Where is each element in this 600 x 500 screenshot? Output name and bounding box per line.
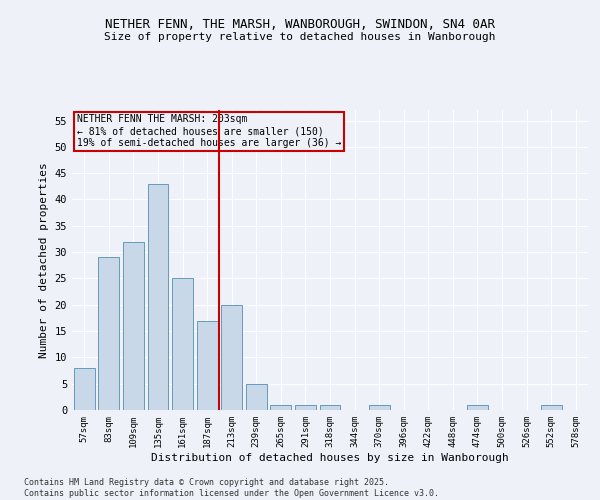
Y-axis label: Number of detached properties: Number of detached properties bbox=[39, 162, 49, 358]
Bar bbox=[368, 404, 389, 410]
Bar bbox=[320, 404, 340, 410]
Text: Size of property relative to detached houses in Wanborough: Size of property relative to detached ho… bbox=[104, 32, 496, 42]
Text: Contains HM Land Registry data © Crown copyright and database right 2025.
Contai: Contains HM Land Registry data © Crown c… bbox=[24, 478, 439, 498]
Bar bbox=[295, 404, 316, 410]
Bar bbox=[148, 184, 169, 410]
Bar bbox=[74, 368, 95, 410]
Bar bbox=[467, 404, 488, 410]
Bar bbox=[246, 384, 267, 410]
Bar bbox=[271, 404, 292, 410]
Text: NETHER FENN, THE MARSH, WANBOROUGH, SWINDON, SN4 0AR: NETHER FENN, THE MARSH, WANBOROUGH, SWIN… bbox=[105, 18, 495, 30]
Bar bbox=[123, 242, 144, 410]
Bar bbox=[221, 304, 242, 410]
Bar bbox=[172, 278, 193, 410]
X-axis label: Distribution of detached houses by size in Wanborough: Distribution of detached houses by size … bbox=[151, 452, 509, 462]
Bar bbox=[197, 320, 218, 410]
Bar bbox=[541, 404, 562, 410]
Bar bbox=[98, 258, 119, 410]
Text: NETHER FENN THE MARSH: 203sqm
← 81% of detached houses are smaller (150)
19% of : NETHER FENN THE MARSH: 203sqm ← 81% of d… bbox=[77, 114, 341, 148]
